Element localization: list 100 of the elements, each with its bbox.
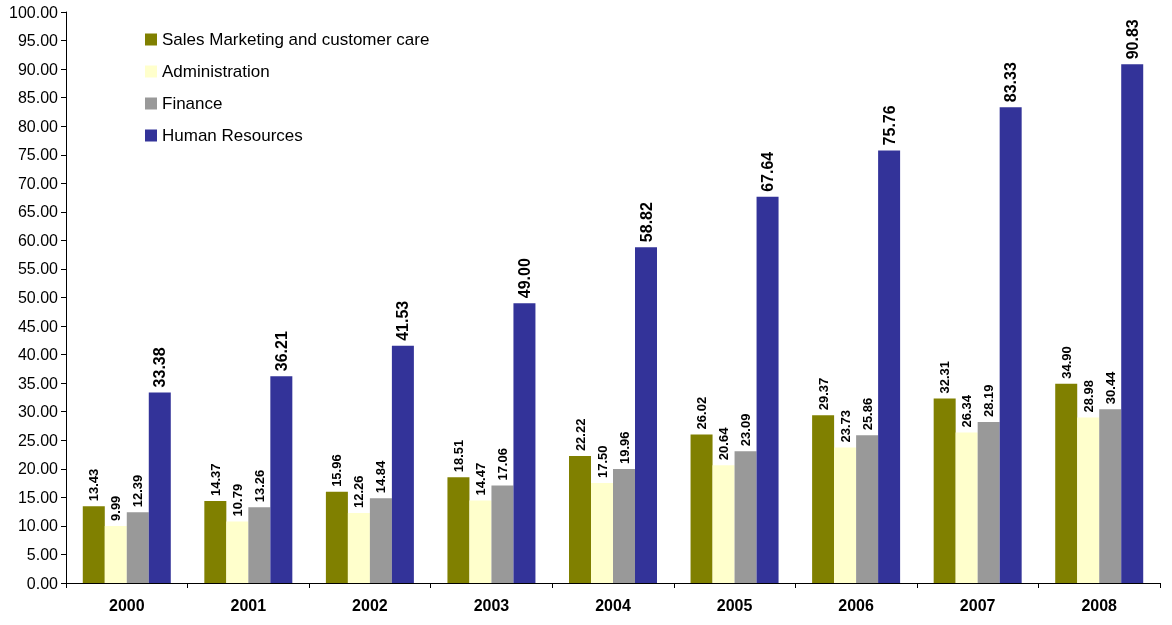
y-tick-label: 50.00 xyxy=(17,289,59,306)
data-label: 10.79 xyxy=(229,483,245,517)
bar xyxy=(955,432,978,583)
data-label: 28.98 xyxy=(1080,379,1096,413)
bar xyxy=(447,477,470,583)
data-label: 28.19 xyxy=(981,384,997,418)
data-label: 58.82 xyxy=(637,202,655,243)
bar xyxy=(591,483,613,583)
bar xyxy=(1055,383,1078,583)
bar xyxy=(999,107,1022,583)
bar xyxy=(148,392,171,583)
y-tick-label: 95.00 xyxy=(17,32,59,50)
data-label: 32.31 xyxy=(937,360,953,394)
data-label: 34.90 xyxy=(1058,346,1074,379)
bar xyxy=(491,485,514,583)
bar xyxy=(469,500,492,583)
bar xyxy=(933,398,956,583)
bar xyxy=(513,303,536,583)
bar xyxy=(126,512,149,583)
x-tick-label: 2004 xyxy=(595,596,631,614)
bar xyxy=(369,498,392,583)
bar xyxy=(734,451,757,583)
bar xyxy=(834,447,857,583)
x-tick-label: 2003 xyxy=(473,596,510,614)
data-label: 23.73 xyxy=(837,409,853,443)
bar xyxy=(82,506,105,583)
y-tick-label: 70.00 xyxy=(17,174,59,192)
bar xyxy=(325,491,348,583)
data-label: 14.84 xyxy=(373,459,389,494)
legend-label: Sales Marketing and customer care xyxy=(162,30,430,49)
bar xyxy=(226,521,249,583)
bar xyxy=(1121,64,1144,583)
y-tick-label: 35.00 xyxy=(17,374,59,392)
data-label: 26.34 xyxy=(959,394,975,428)
y-tick-label: 85.00 xyxy=(17,89,59,107)
bar xyxy=(569,456,591,583)
data-label: 19.96 xyxy=(616,431,632,465)
data-label: 75.76 xyxy=(880,105,898,146)
y-tick-label: 5.00 xyxy=(26,545,59,563)
data-label: 12.26 xyxy=(351,475,367,508)
bar xyxy=(690,434,713,583)
data-label: 26.02 xyxy=(694,396,710,430)
data-label: 17.06 xyxy=(494,448,510,481)
data-label: 14.37 xyxy=(207,463,223,496)
bar xyxy=(204,500,227,583)
data-label: 13.43 xyxy=(86,468,102,502)
data-label: 12.39 xyxy=(130,474,146,508)
data-label: 90.83 xyxy=(1123,19,1141,60)
data-label: 22.22 xyxy=(572,418,588,452)
legend-label: Administration xyxy=(162,62,270,81)
bar xyxy=(712,465,735,583)
y-tick-label: 60.00 xyxy=(17,231,59,249)
bar xyxy=(977,422,1000,583)
bar xyxy=(1099,409,1122,583)
bar xyxy=(248,507,271,583)
data-label: 23.09 xyxy=(738,413,754,447)
y-tick-label: 65.00 xyxy=(17,203,59,221)
data-label: 67.64 xyxy=(759,151,777,192)
y-tick-label: 100.00 xyxy=(9,3,59,21)
x-tick-label: 2006 xyxy=(838,596,875,614)
y-tick-label: 0.00 xyxy=(26,574,59,592)
data-label: 20.64 xyxy=(716,426,732,461)
data-label: 30.44 xyxy=(1102,370,1118,405)
y-tick-label: 20.00 xyxy=(17,460,59,478)
data-label: 33.38 xyxy=(151,347,169,388)
y-tick-label: 75.00 xyxy=(17,146,59,164)
data-label: 15.96 xyxy=(329,454,345,487)
y-tick-label: 80.00 xyxy=(17,117,59,135)
bar xyxy=(856,435,879,583)
bar xyxy=(270,376,293,583)
bar xyxy=(391,345,414,583)
data-label: 36.21 xyxy=(272,331,290,372)
x-tick-label: 2008 xyxy=(1081,596,1118,614)
bar xyxy=(1077,417,1100,583)
bar xyxy=(756,196,779,583)
y-tick-label: 15.00 xyxy=(17,488,59,506)
legend-label: Human Resources xyxy=(162,126,303,145)
data-label: 25.86 xyxy=(859,397,875,431)
legend-label: Finance xyxy=(162,94,223,113)
y-tick-label: 30.00 xyxy=(17,403,59,421)
data-label: 29.37 xyxy=(815,377,831,411)
bar xyxy=(613,469,635,583)
data-label: 18.51 xyxy=(450,439,466,473)
bar xyxy=(635,247,657,583)
y-tick-label: 40.00 xyxy=(17,346,59,364)
y-tick-label: 90.00 xyxy=(17,60,59,78)
y-tick-label: 45.00 xyxy=(17,317,59,335)
y-tick-label: 10.00 xyxy=(17,517,59,535)
bar xyxy=(347,513,370,583)
bar xyxy=(104,525,127,583)
data-label: 14.47 xyxy=(472,462,488,496)
x-tick-label: 2007 xyxy=(959,596,996,614)
x-tick-label: 2000 xyxy=(108,596,145,614)
x-tick-label: 2002 xyxy=(352,596,388,614)
y-tick-label: 55.00 xyxy=(17,260,59,278)
x-tick-label: 2005 xyxy=(716,596,753,614)
data-label: 83.33 xyxy=(1002,62,1020,103)
data-label: 13.26 xyxy=(251,469,267,503)
y-tick-label: 25.00 xyxy=(17,431,59,449)
bar xyxy=(878,150,901,583)
